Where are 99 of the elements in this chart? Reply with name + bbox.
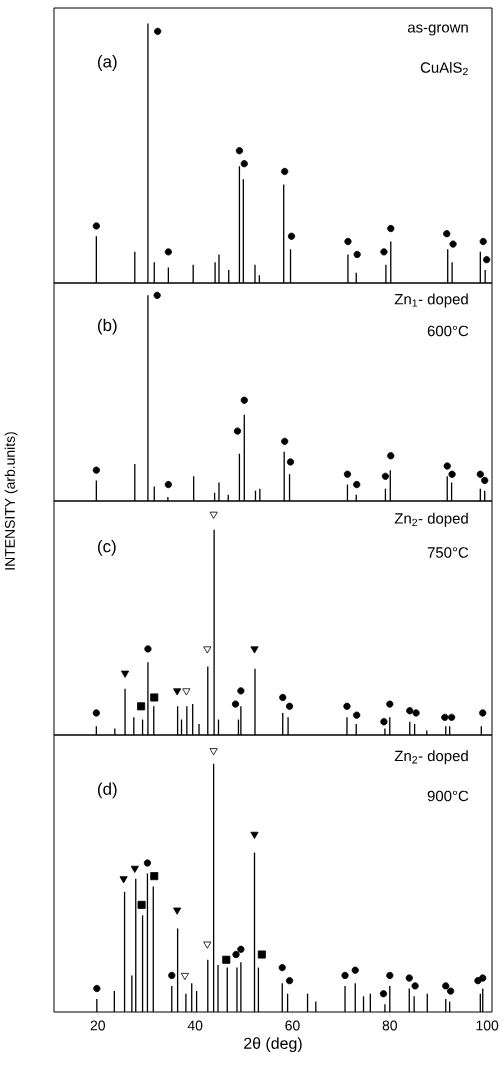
- point: [443, 230, 451, 238]
- annotation: CuAlS$_{2}$: [420, 61, 468, 76]
- point: [442, 982, 450, 990]
- point: [386, 700, 394, 708]
- annotation: Zn$_{2}$- doped: [394, 750, 468, 765]
- point: [448, 470, 456, 478]
- point: [281, 437, 289, 445]
- point: [237, 945, 245, 953]
- x-axis-title: 2θ (deg): [244, 1037, 302, 1053]
- annotation: (a): [97, 55, 117, 71]
- point: [144, 645, 152, 653]
- point: [344, 237, 352, 246]
- point: [143, 859, 152, 867]
- point: [278, 963, 286, 972]
- annotation: 750°C: [427, 547, 469, 558]
- point: [119, 876, 128, 884]
- annotation: Zn$_{1}$- doped: [394, 293, 468, 308]
- point: [150, 693, 159, 702]
- point: [137, 702, 146, 711]
- point: [250, 831, 259, 839]
- annotation: 900°C: [427, 790, 469, 802]
- point: [483, 256, 491, 264]
- point: [232, 950, 240, 959]
- point: [285, 702, 294, 710]
- point: [173, 688, 182, 696]
- point: [386, 971, 394, 980]
- annotation: Zn$_{2}$- doped: [394, 512, 468, 527]
- point: [379, 990, 388, 998]
- point: [240, 396, 248, 404]
- point: [92, 466, 100, 474]
- point: [150, 872, 159, 881]
- y-axis-title: INTENSITY (arb.units): [4, 432, 18, 570]
- point: [447, 987, 455, 995]
- point: [235, 147, 244, 155]
- point: [286, 458, 295, 466]
- point: [476, 470, 484, 478]
- point: [180, 972, 189, 981]
- point: [233, 427, 242, 435]
- point: [92, 709, 100, 717]
- point: [287, 232, 296, 240]
- point: [182, 688, 191, 696]
- annotation: (b): [97, 318, 117, 335]
- point: [353, 480, 361, 489]
- point: [405, 974, 413, 982]
- point: [443, 462, 451, 470]
- point: [353, 711, 361, 719]
- annotation: (c): [97, 539, 116, 556]
- x-tick-label: 100: [476, 1020, 499, 1031]
- point: [173, 907, 182, 915]
- point: [411, 982, 419, 990]
- point: [231, 700, 240, 708]
- point: [281, 167, 289, 176]
- point: [237, 687, 245, 695]
- point: [209, 511, 218, 519]
- point: [222, 955, 231, 964]
- x-tick-label: 20: [90, 1020, 106, 1031]
- point: [240, 160, 248, 168]
- point: [387, 452, 395, 460]
- x-tick-label: 40: [187, 1020, 203, 1031]
- point: [479, 237, 487, 246]
- point: [279, 693, 287, 702]
- point: [209, 748, 218, 756]
- point: [448, 713, 456, 721]
- point: [164, 480, 172, 489]
- annotation: 600°C: [427, 325, 469, 337]
- point: [353, 250, 361, 259]
- point: [412, 709, 420, 717]
- point: [479, 709, 487, 717]
- annotation: (d): [97, 782, 117, 799]
- point: [130, 865, 139, 873]
- point: [380, 248, 388, 256]
- point: [380, 718, 388, 726]
- point: [121, 670, 130, 678]
- point: [203, 646, 212, 654]
- point: [387, 224, 395, 233]
- point: [137, 900, 146, 909]
- point: [479, 974, 487, 982]
- point: [341, 971, 349, 980]
- annotation: as-grown: [407, 24, 468, 36]
- point: [441, 713, 449, 721]
- point: [257, 950, 266, 959]
- point: [351, 966, 359, 974]
- point: [164, 248, 172, 256]
- point: [203, 941, 212, 949]
- point: [343, 702, 351, 710]
- point: [92, 222, 100, 230]
- point: [406, 707, 414, 715]
- point: [168, 971, 176, 980]
- point: [93, 984, 101, 993]
- point: [285, 977, 294, 985]
- point: [343, 470, 352, 478]
- x-tick-label: 80: [382, 1020, 398, 1031]
- point: [250, 646, 259, 654]
- point: [449, 240, 457, 248]
- point: [481, 476, 489, 485]
- point: [381, 472, 390, 480]
- point: [154, 27, 162, 35]
- point: [153, 291, 161, 299]
- x-tick-label: 60: [285, 1020, 300, 1031]
